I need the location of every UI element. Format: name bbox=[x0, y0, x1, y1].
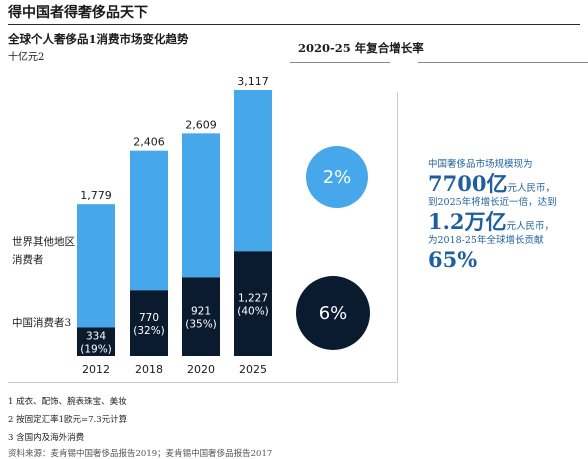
cagr-china-circle: 6% bbox=[296, 276, 370, 350]
summary-line2: 到2025年将增长近一倍，达到 bbox=[428, 197, 557, 208]
bar-china-2025 bbox=[234, 251, 272, 356]
footnote-2: 2 按固定汇率1欧元=7.3元计算 bbox=[8, 415, 128, 425]
summary-big1: 7700亿 bbox=[428, 171, 508, 196]
china-value-label-2012: 334 bbox=[86, 331, 106, 343]
bar-china-2020 bbox=[182, 277, 220, 356]
cagr-divider bbox=[290, 62, 390, 63]
cagr-world-value: 2% bbox=[322, 166, 352, 188]
bar-world-2020 bbox=[182, 133, 220, 278]
china-share-label-2012: (19%) bbox=[80, 344, 112, 356]
cagr-world-circle: 2% bbox=[306, 146, 368, 208]
footnote-3: 3 含国内及海外消费 bbox=[8, 433, 85, 443]
summary-line3: 为2018-25年全球增长贡献 bbox=[428, 235, 544, 246]
legend-world-line2: 消费者 bbox=[12, 254, 44, 266]
chart-title: 全球个人奢侈品1消费市场变化趋势 bbox=[8, 32, 189, 46]
page-title: 得中国者得奢侈品天下 bbox=[8, 5, 148, 21]
china-share-label-2018: (32%) bbox=[133, 325, 165, 337]
chart-baseline bbox=[8, 382, 398, 383]
china-value-label-2020: 921 bbox=[191, 306, 211, 318]
cagr-title: 2020-25 年复合增长率 bbox=[298, 41, 424, 55]
bar-world-2018 bbox=[130, 150, 168, 291]
summary-big3: 65% bbox=[428, 247, 478, 272]
total-label-2020: 2,609 bbox=[185, 118, 217, 131]
vertical-divider bbox=[397, 92, 398, 382]
x-tick-label-2012: 2012 bbox=[82, 363, 110, 376]
total-label-2012: 1,779 bbox=[80, 189, 112, 202]
legend-china-consumers: 中国消费者3 bbox=[12, 317, 72, 329]
summary-big2: 1.2万亿 bbox=[428, 209, 507, 234]
legend-world-line1: 世界其他地区 bbox=[12, 236, 75, 248]
total-label-2025: 3,117 bbox=[237, 75, 269, 88]
legend-world-consumers: 世界其他地区 消费者 bbox=[12, 233, 75, 269]
x-tick-label-2018: 2018 bbox=[135, 363, 163, 376]
chart-unit: 十亿元2 bbox=[8, 52, 45, 63]
china-value-label-2018: 770 bbox=[139, 312, 159, 324]
footnote-1: 1 成衣、配饰、腕表珠宝、美妆 bbox=[8, 397, 127, 407]
footnote-source: 资料来源：麦肯锡中国奢侈品报告2019；麦肯锡中国奢侈品报告2017 bbox=[8, 449, 273, 459]
x-tick-label-2020: 2020 bbox=[187, 363, 215, 376]
bar-china-2018 bbox=[130, 290, 168, 356]
summary-divider bbox=[418, 62, 588, 63]
china-share-label-2020: (35%) bbox=[185, 319, 217, 331]
china-share-label-2025: (40%) bbox=[237, 306, 269, 318]
cagr-china-value: 6% bbox=[318, 302, 348, 324]
bar-china-2012 bbox=[77, 327, 115, 356]
summary-unit2: 元人民币， bbox=[506, 221, 555, 232]
top-divider bbox=[8, 24, 580, 25]
x-tick-label-2025: 2025 bbox=[239, 363, 267, 376]
china-value-label-2025: 1,227 bbox=[238, 293, 268, 305]
summary-unit1: 元人民币， bbox=[507, 183, 555, 194]
bar-world-2012 bbox=[77, 204, 115, 328]
total-label-2018: 2,406 bbox=[133, 136, 165, 149]
bar-world-2025 bbox=[234, 90, 272, 252]
summary-text: 中国奢侈品市场规模现为 7700亿元人民币， 到2025年将增长近一倍，达到 1… bbox=[428, 158, 584, 272]
summary-line1: 中国奢侈品市场规模现为 bbox=[428, 159, 533, 170]
